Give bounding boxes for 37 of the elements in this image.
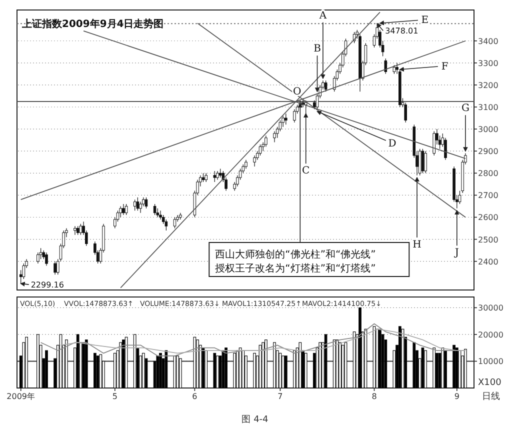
y-tick-label: 2600 [478, 213, 498, 222]
annotation: B [314, 44, 321, 55]
annotation: 3478.01 [385, 26, 418, 36]
annotation: J [454, 248, 459, 259]
annotation: C [302, 166, 310, 177]
x-tick-label: 9 [454, 392, 460, 401]
annotation: H [412, 240, 422, 251]
y-tick-label: 3000 [478, 125, 498, 134]
text: 上证指数2009年9月4日走势图 [21, 18, 164, 30]
y-tick-label: 2400 [478, 257, 498, 266]
caption: 图 4-4 [242, 415, 269, 425]
y-tick-label: 3400 [478, 36, 498, 46]
annotation: O [293, 86, 302, 98]
x-tick-label: 5 [112, 392, 118, 401]
y-tick-label: 20000 [478, 330, 504, 340]
annotation: G [461, 103, 470, 114]
text: 日线 [482, 391, 500, 402]
y-tick-label: 2500 [478, 235, 498, 244]
annotation: A [318, 10, 328, 22]
annotation: D [388, 138, 396, 150]
x-tick-label: 6 [192, 392, 198, 401]
y-tick-label: 3200 [478, 80, 498, 90]
x-tick-label: 8 [372, 392, 377, 401]
y-tick-label: 2900 [478, 147, 498, 156]
annotation: E [421, 15, 429, 26]
x-tick-label: 7 [278, 392, 283, 401]
y-tick-label: 3300 [478, 58, 498, 68]
text: X100 [478, 378, 502, 388]
y-tick-label: 30000 [478, 304, 504, 313]
annotation: 西山大师独创的“佛光柱”和“佛光线” 授权王子改名为“灯塔柱”和“灯塔线” [215, 248, 376, 274]
x-tick-label: 2009年 [6, 392, 36, 401]
annotation: F [441, 62, 448, 73]
annotation: 2299.16 [30, 280, 64, 290]
y-tick-label: 2700 [478, 191, 498, 200]
y-tick-label: 3100 [478, 103, 498, 112]
y-tick-label: 10000 [478, 357, 504, 366]
y-tick-label: 2800 [478, 169, 498, 178]
